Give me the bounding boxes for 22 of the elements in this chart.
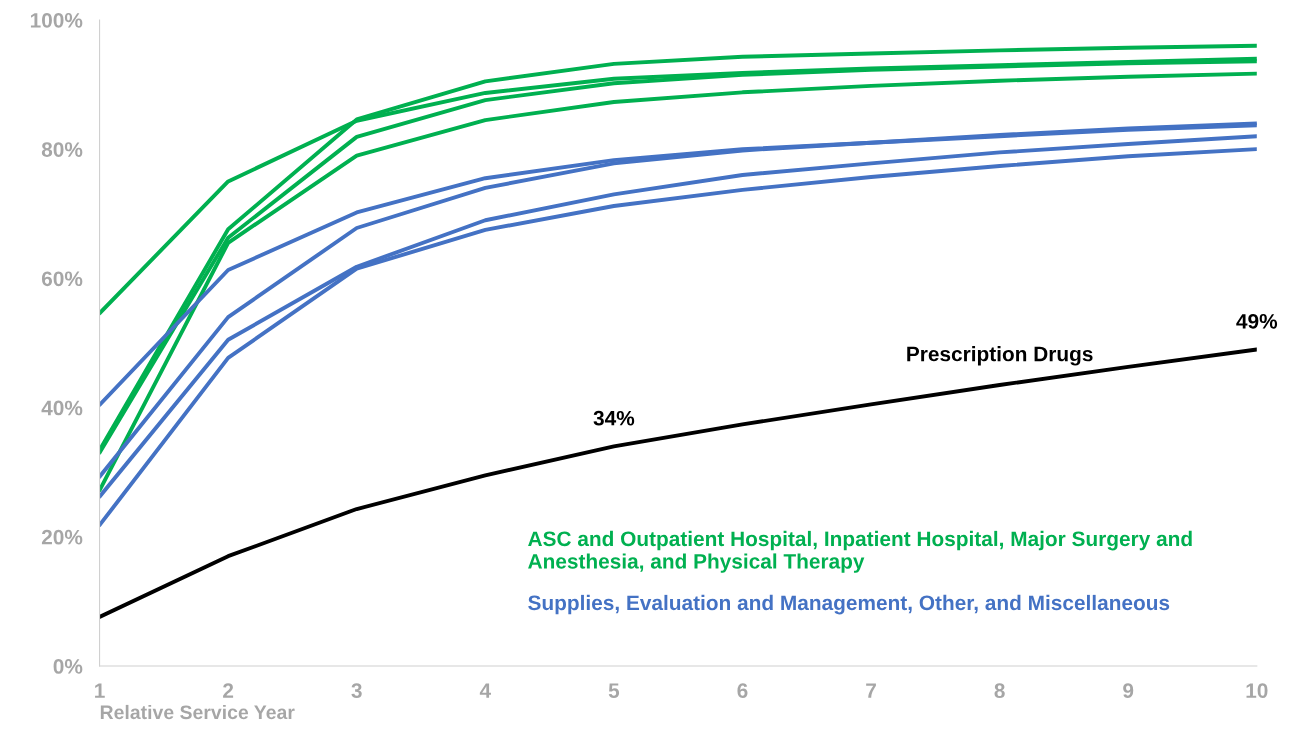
x-tick-label: 7 bbox=[866, 683, 876, 698]
text: ASC and Outpatient Hospital, Inpatient Hospital, Major Surgery and Anesthesia, and Physical Therapy bbox=[528, 530, 1192, 573]
x-tick-label: 8 bbox=[994, 683, 1005, 698]
x-tick-label: 4 bbox=[479, 683, 491, 698]
y-tick-label: 0% bbox=[53, 659, 83, 674]
x-tick-label: 3 bbox=[351, 683, 362, 699]
y-tick-label: 40% bbox=[41, 400, 83, 416]
series-label: Prescription Drugs bbox=[907, 346, 1093, 366]
data-label: 34% bbox=[593, 410, 635, 426]
x-tick-label: 6 bbox=[737, 683, 748, 698]
x-tick-label: 9 bbox=[1123, 683, 1134, 698]
x-axis-title: Relative Service Year bbox=[100, 704, 295, 720]
x-tick-label: 10 bbox=[1246, 683, 1268, 698]
y-tick-label: 60% bbox=[41, 271, 83, 287]
x-tick-label: 1 bbox=[95, 683, 105, 698]
text: Supplies, Evaluation and Management, Other, and Miscellaneous bbox=[528, 594, 1170, 615]
y-tick-label: 20% bbox=[41, 529, 83, 545]
y-tick-label: 100% bbox=[30, 12, 83, 28]
x-tick-label: 5 bbox=[608, 683, 620, 698]
y-tick-label: 80% bbox=[41, 142, 83, 157]
x-tick-label: 2 bbox=[223, 683, 234, 698]
data-label: 49% bbox=[1236, 313, 1278, 329]
